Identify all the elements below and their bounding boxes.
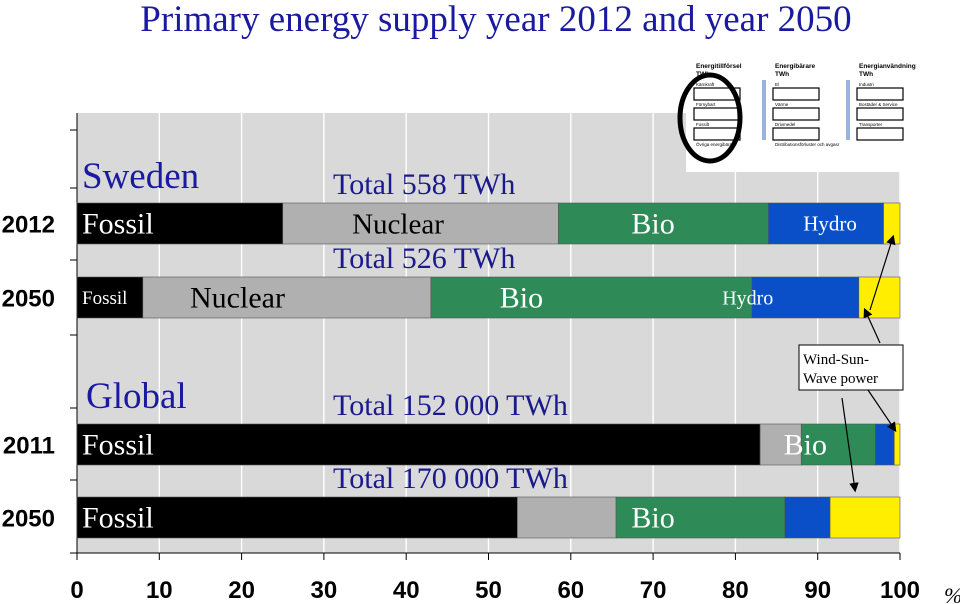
row-total-label: Total 170 000 TWh [333, 462, 568, 495]
bar-segment-fossil [76, 276, 144, 319]
x-unit-label: % [944, 583, 960, 604]
segment-label: Fossil [82, 502, 154, 535]
bar-segment-fossil [76, 423, 761, 466]
segment-label: Nuclear [190, 282, 285, 315]
bar-segment-hydro [784, 496, 831, 539]
bar-segment-bio [430, 276, 753, 319]
annotation-box [798, 344, 904, 391]
inset-connector [762, 80, 766, 140]
inset-item-label: Drivmedel [775, 122, 795, 127]
inset-item-label: Fossilt [696, 122, 710, 127]
inset-item-label: Förnybart [696, 102, 716, 107]
inset-item-label: El [775, 82, 779, 87]
row-year-label: 2012 [2, 212, 55, 239]
stacked-bars [76, 202, 901, 539]
inset-item-label: Kärnkraft [696, 82, 715, 87]
segment-label: Bio [631, 208, 674, 241]
inset-item-box [693, 127, 741, 141]
inset-item-box [856, 87, 904, 101]
segment-label: Bio [500, 282, 543, 315]
x-tick-label: 40 [393, 577, 420, 604]
inset-column-title: TWh [775, 71, 789, 78]
x-tick-label: 80 [722, 577, 749, 604]
bar-segment-bio [800, 423, 876, 466]
x-tick-label: 90 [804, 577, 831, 604]
bar-segment-nuclear [142, 276, 432, 319]
annotation-group: Wind-Sun- Wave power [798, 234, 904, 493]
bar-segment-nuclear [759, 423, 802, 466]
segment-label: Fossil [82, 429, 154, 462]
annotation-text: Wind-Sun- [803, 352, 869, 368]
bar-segment-wind-sun-wave-power [858, 276, 901, 319]
inset-item-label: Värme [775, 102, 789, 107]
inset-column-title: Energianvändning [859, 63, 916, 70]
x-tick-label: 0 [70, 577, 83, 604]
inset-item-box [856, 127, 904, 141]
annotation-text: Wave power [803, 371, 878, 387]
segment-label: Hydro [803, 212, 857, 236]
inset-highlight-circle [677, 72, 743, 164]
x-tick-label: 100 [880, 577, 920, 604]
inset-item-label: Övriga energibärare [696, 141, 737, 147]
bar-labels: Fossil Nuclear Bio Hydro 2012 Total 558 TWh Fo… [2, 156, 857, 535]
x-tick-label: 10 [146, 577, 173, 604]
row-year-label: 2050 [2, 286, 55, 313]
row-total-label: Total 152 000 TWh [333, 389, 568, 422]
x-axis: 0 10 20 30 40 50 60 70 80 90 100% [70, 113, 960, 604]
inset-column-title: Energitillförsel [696, 63, 742, 70]
grid-lines [158, 113, 901, 553]
inset-item-box [772, 87, 820, 101]
segment-label: Hydro [722, 287, 773, 309]
inset-item-label: Industri [859, 82, 874, 87]
bar-segment-wind-sun-wave-power [893, 423, 901, 466]
inset-item-label: Distributionsförluster och avgasr [775, 142, 840, 147]
bar-segment-hydro [768, 202, 884, 245]
row-total-label: Total 558 TWh [333, 168, 515, 201]
annotation-arrow [867, 389, 897, 432]
row-year-label: 2050 [2, 506, 55, 533]
inset-item-box [693, 87, 741, 101]
inset-column-title: Energibärare [775, 63, 815, 70]
x-tick-label: 20 [228, 577, 255, 604]
x-tick-label: 70 [640, 577, 667, 604]
x-tick-label: 60 [557, 577, 584, 604]
segment-label: Fossil [82, 288, 127, 309]
bar-segment-wind-sun-wave-power [829, 496, 901, 539]
inset-connector [846, 80, 850, 140]
group-label: Global [86, 376, 187, 417]
inset-item-box [693, 107, 741, 121]
bar-segment-fossil [76, 202, 284, 245]
bar-segment-hydro [875, 423, 895, 466]
inset-item-label: Transporter [859, 122, 883, 127]
annotation-arrow [841, 397, 859, 493]
bar-segment-nuclear [517, 496, 617, 539]
segment-label: Nuclear [352, 208, 444, 240]
bar-segment-wind-sun-wave-power [883, 202, 901, 245]
annotation-arrow [869, 234, 896, 311]
bar-segment-fossil [76, 496, 518, 539]
inset-item-box [856, 107, 904, 121]
inset-diagram: Energitillförsel TWh Kärnkraft Förnybart Fos… [677, 58, 960, 172]
bar-segment-bio [558, 202, 769, 245]
segment-label: Bio [784, 429, 827, 462]
group-label: Sweden [82, 156, 199, 197]
row-year-label: 2011 [3, 433, 55, 460]
segment-label: Fossil [82, 208, 154, 241]
x-tick-label: 30 [311, 577, 338, 604]
chart-title: Primary energy supply year 2012 and year… [140, 0, 851, 40]
bar-segment-bio [615, 496, 786, 539]
bar-segment-nuclear [282, 202, 559, 245]
segment-label: Bio [631, 502, 674, 535]
inset-column-title: TWh [859, 71, 873, 78]
inset-item-label: Bostäder & Service [859, 102, 898, 107]
x-tick-label: 50 [475, 577, 502, 604]
annotation-arrow [863, 307, 881, 344]
row-total-label: Total 526 TWh [333, 242, 515, 275]
inset-item-box [772, 127, 820, 141]
inset-item-box [772, 107, 820, 121]
